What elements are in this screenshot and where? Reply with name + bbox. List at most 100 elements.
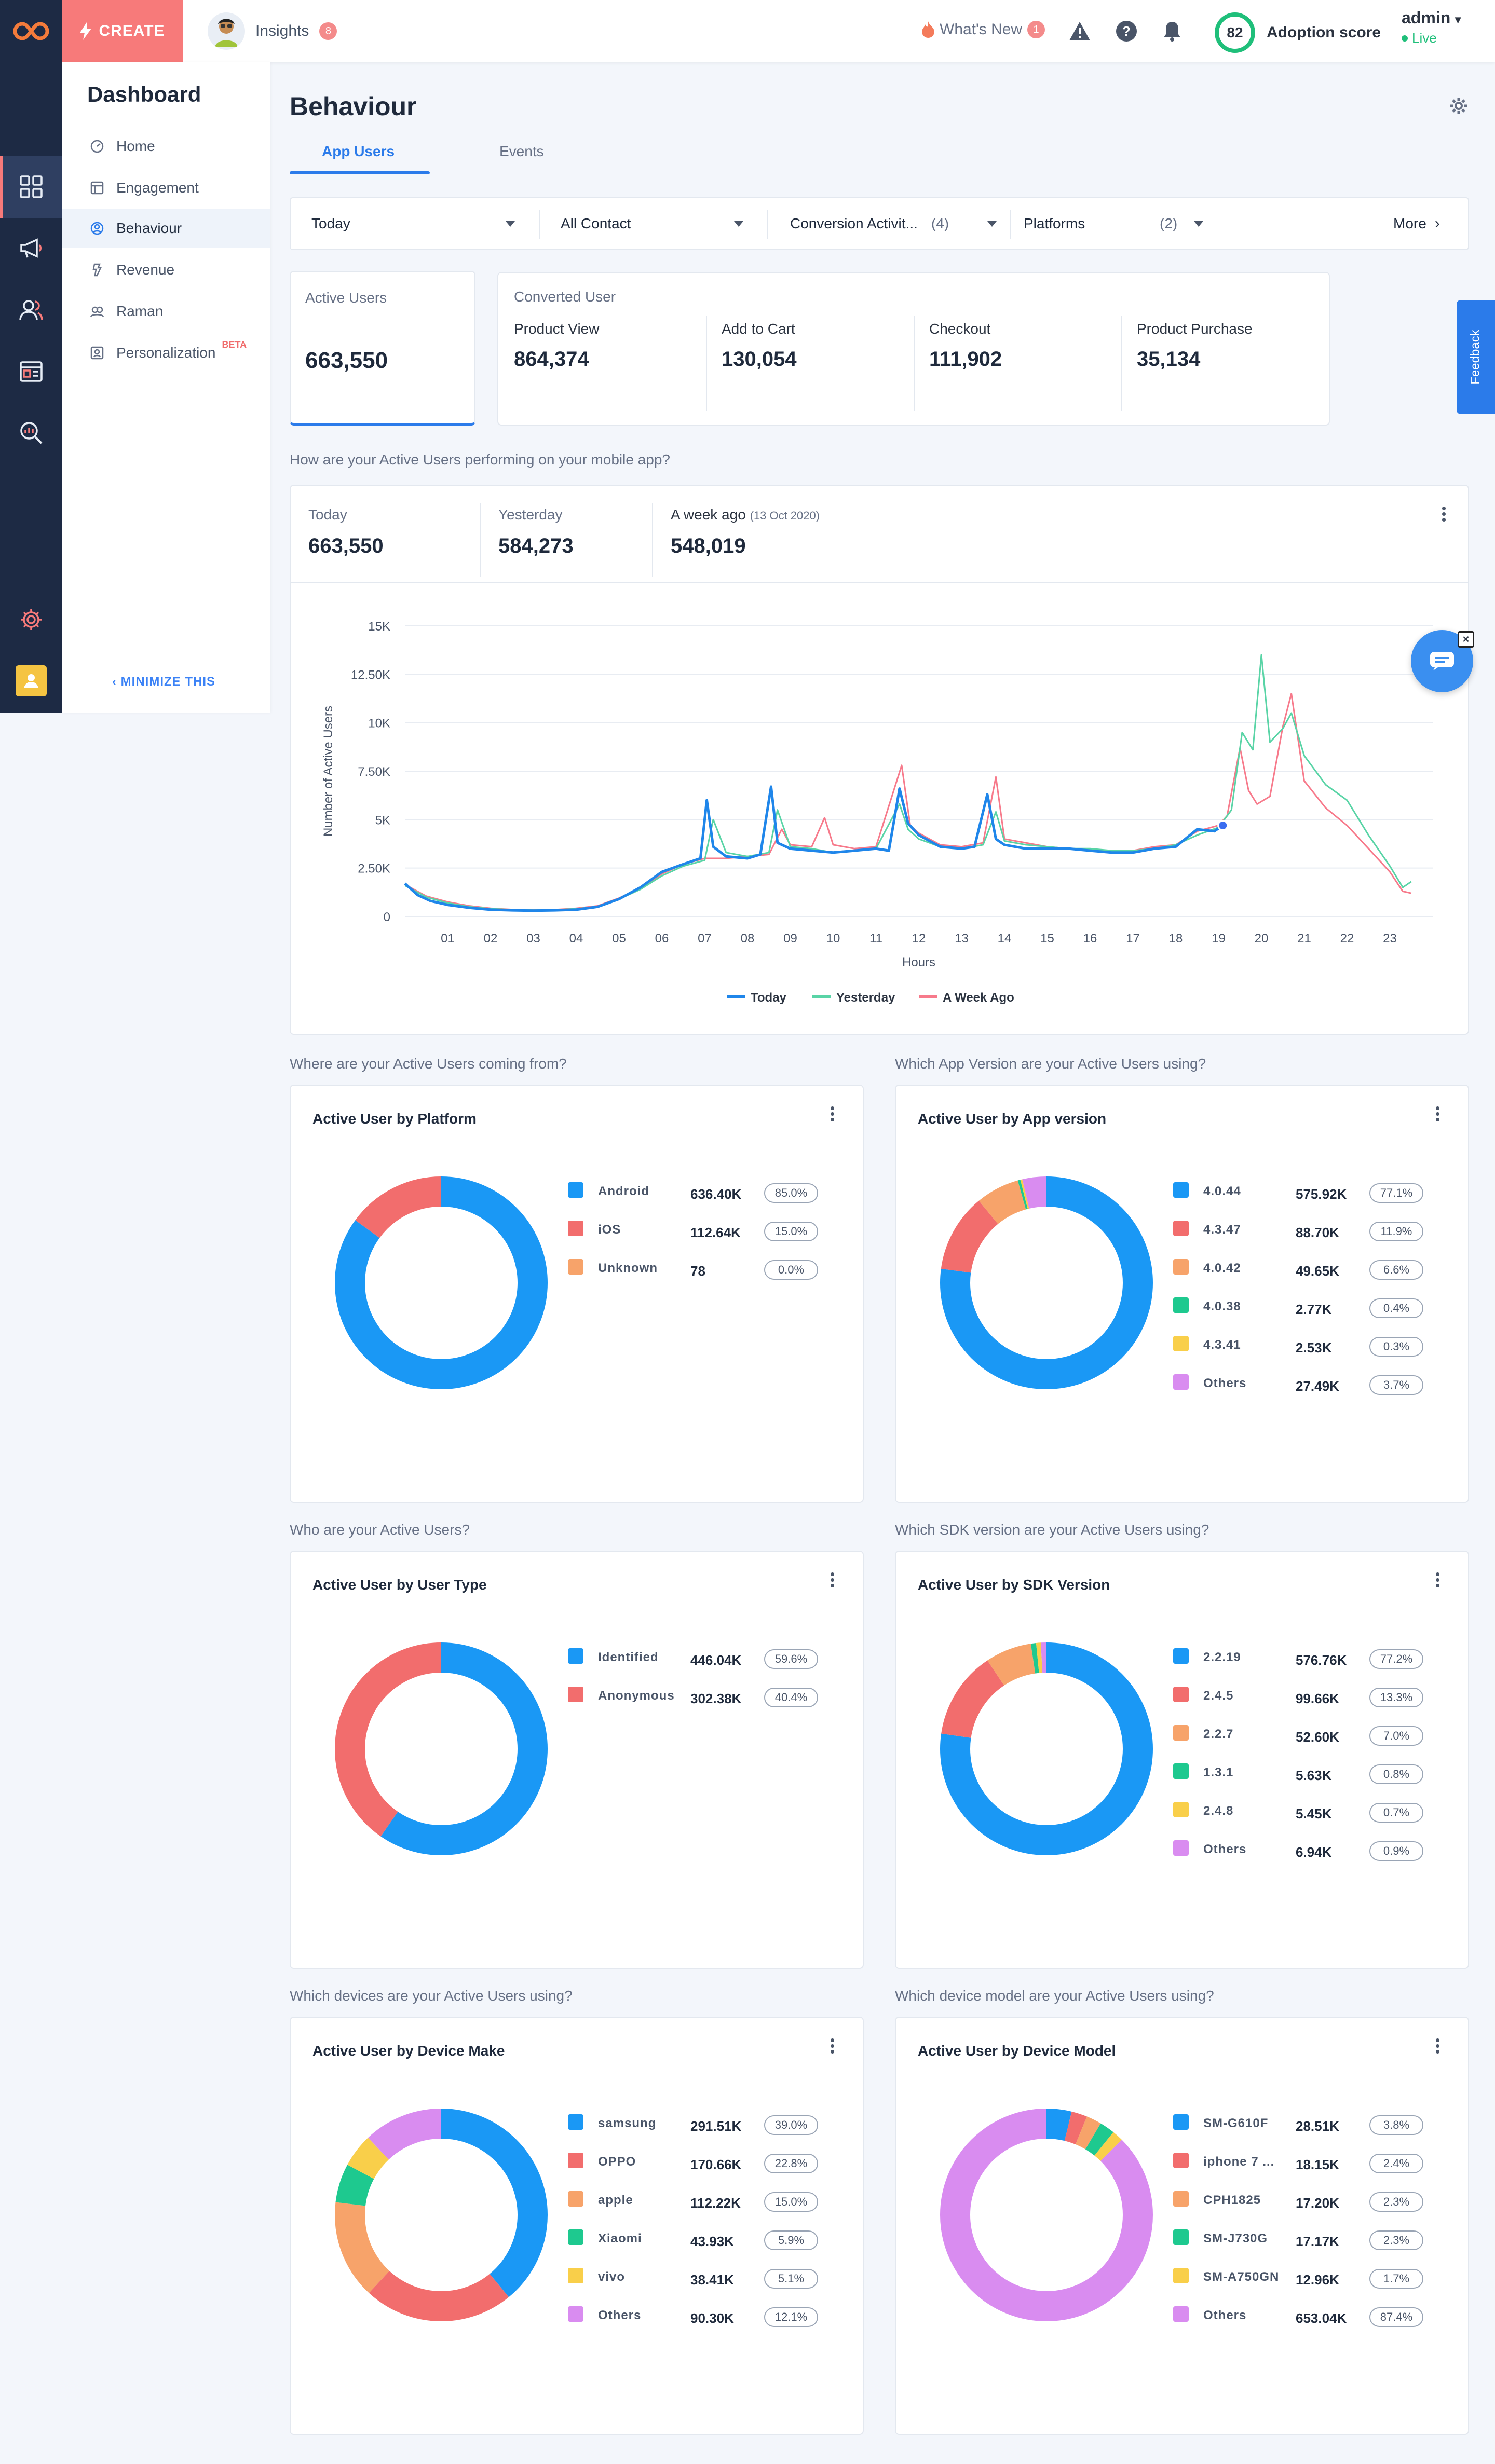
conversion-filter-dropdown[interactable]: Conversion Activit... (4) [790,198,998,249]
legend-label: Others [1203,2308,1247,2322]
sidebar-item-personalization[interactable]: Personalization BETA [62,333,270,373]
legend-row[interactable]: samsung 291.51K 39.0% [561,2113,831,2136]
converted-product-view[interactable]: Product View 864,374 [514,321,701,409]
legend-row[interactable]: 2.2.19 576.76K 77.2% [1166,1647,1436,1670]
converted-product-purchase[interactable]: Product Purchase 35,134 [1137,321,1324,409]
legend-row[interactable]: Unknown 78 0.0% [561,1258,831,1281]
rail-templates-item[interactable] [16,356,47,387]
help-icon[interactable]: ? [1115,20,1138,43]
legend-row[interactable]: 1.3.1 5.63K 0.8% [1166,1762,1436,1785]
legend-swatch [568,1687,583,1702]
card-more-menu-icon[interactable] [831,1572,835,1588]
tab-events[interactable]: Events [499,143,544,159]
card-more-menu-icon[interactable] [831,2038,835,2054]
rail-contacts-item[interactable] [16,295,47,326]
whats-new-button[interactable]: What's New 1 [922,21,1045,38]
converted-checkout[interactable]: Checkout 111,902 [929,321,1116,409]
legend-row[interactable]: vivo 38.41K 5.1% [561,2267,831,2290]
legend-row[interactable]: Others 27.49K 3.7% [1166,1373,1436,1396]
legend-value: 17.17K [1296,2234,1339,2249]
legend-item[interactable]: Today [727,991,787,1005]
legend-row[interactable]: Anonymous 302.38K 40.4% [561,1686,831,1708]
chat-close-icon[interactable]: × [1458,631,1474,648]
create-button[interactable]: CREATE [62,0,183,62]
latest-point-marker[interactable] [1217,820,1229,831]
legend-row[interactable]: iphone 7 ... 18.15K 2.4% [1166,2152,1436,2174]
donut-chart [335,1642,548,1855]
minimize-sidebar-button[interactable]: ‹ MINIMIZE THIS [112,675,215,689]
rail-dashboard-item[interactable] [16,171,47,202]
legend-row[interactable]: Others 90.30K 12.1% [561,2305,831,2328]
legend-row[interactable]: CPH1825 17.20K 2.3% [1166,2190,1436,2213]
donut-slice[interactable] [335,2109,548,2321]
rail-analytics-item[interactable] [16,417,47,448]
legend-percent-badge: 0.3% [1369,1337,1423,1357]
legend-row[interactable]: Xiaomi 43.93K 5.9% [561,2228,831,2251]
sidebar-item-raman[interactable]: Raman [62,292,270,331]
legend-row[interactable]: 2.4.5 99.66K 13.3% [1166,1686,1436,1708]
x-tick-label: 03 [526,932,540,946]
legend-item[interactable]: Yesterday [812,991,895,1005]
legend-row[interactable]: 2.2.7 52.60K 7.0% [1166,1724,1436,1747]
chat-launcher-button[interactable] [1411,630,1473,692]
donut-slice[interactable] [335,2109,548,2321]
legend-row[interactable]: 4.3.47 88.70K 11.9% [1166,1220,1436,1242]
legend-row[interactable]: SM-J730G 17.17K 2.3% [1166,2228,1436,2251]
legend-percent-badge: 22.8% [764,2154,818,2173]
contact-filter-dropdown[interactable]: All Contact [561,198,779,249]
platforms-filter-dropdown[interactable]: Platforms (2) [1024,198,1231,249]
card-more-menu-icon[interactable] [831,1106,835,1122]
legend-row[interactable]: 4.0.38 2.77K 0.4% [1166,1296,1436,1319]
page-settings-gear-icon[interactable] [1448,95,1469,116]
legend-row[interactable]: 4.0.44 575.92K 77.1% [1166,1181,1436,1204]
notification-bell-icon[interactable] [1161,20,1184,43]
legend-row[interactable]: SM-A750GN 12.96K 1.7% [1166,2267,1436,2290]
card-more-menu-icon[interactable] [1436,1572,1440,1588]
donut-slice[interactable] [335,2109,548,2321]
legend-row[interactable]: Others 653.04K 87.4% [1166,2305,1436,2328]
converted-user-card: Converted User Product View 864,374 Add … [497,272,1330,426]
card-more-menu-icon[interactable] [1436,1106,1440,1122]
donut-slice[interactable] [335,1642,548,1855]
sidebar-item-label: Revenue [116,262,175,278]
rail-profile-item[interactable] [16,665,47,696]
trend-more-menu-icon[interactable] [1442,507,1446,522]
sidebar-item-revenue[interactable]: Revenue [62,250,270,290]
y-tick-label: 12.50K [351,668,390,682]
legend-percent-badge: 39.0% [764,2115,818,2135]
converted-add-to-cart[interactable]: Add to Cart 130,054 [722,321,908,409]
legend-row[interactable]: 4.0.42 49.65K 6.6% [1166,1258,1436,1281]
legend-row[interactable]: OPPO 170.66K 22.8% [561,2152,831,2174]
adoption-score[interactable]: 82 Adoption score [1215,12,1381,53]
donut-slice[interactable] [335,1176,548,1389]
sidebar-item-label: Engagement [116,180,199,196]
legend-item[interactable]: A Week Ago [919,991,1014,1005]
legend-row[interactable]: SM-G610F 28.51K 3.8% [1166,2113,1436,2136]
active-users-card[interactable]: Active Users 663,550 [290,271,475,426]
alert-warning-icon[interactable] [1068,20,1091,43]
feedback-tab[interactable]: Feedback [1457,300,1495,414]
date-filter-dropdown[interactable]: Today [311,198,529,249]
user-menu[interactable]: admin ▾ [1402,8,1461,28]
donut-slice[interactable] [940,2109,1153,2321]
card-more-menu-icon[interactable] [1436,2038,1440,2054]
legend-row[interactable]: apple 112.22K 15.0% [561,2190,831,2213]
sidebar-item-engagement[interactable]: Engagement [62,168,270,208]
legend-row[interactable]: Identified 446.04K 59.6% [561,1647,831,1670]
legend-row[interactable]: 4.3.41 2.53K 0.3% [1166,1335,1436,1358]
legend-row[interactable]: Android 636.40K 85.0% [561,1181,831,1204]
app-logo[interactable] [0,0,62,62]
legend-row[interactable]: 2.4.8 5.45K 0.7% [1166,1801,1436,1824]
legend-row[interactable]: iOS 112.64K 15.0% [561,1220,831,1242]
rail-settings-item[interactable] [16,604,47,635]
sidebar-item-behaviour[interactable]: Behaviour [62,209,270,248]
legend-row[interactable]: Others 6.94K 0.9% [1166,1839,1436,1862]
rail-campaigns-item[interactable] [16,232,47,264]
more-filters-button[interactable]: More › [1393,198,1461,249]
tab-app-users[interactable]: App Users [322,143,395,159]
sidebar-item-home[interactable]: Home [62,127,270,166]
x-tick-label: 09 [783,932,797,946]
donut-slice[interactable] [940,1176,1153,1389]
donut-slice[interactable] [940,1642,1153,1855]
insights-button[interactable]: Insights 8 [208,12,337,50]
